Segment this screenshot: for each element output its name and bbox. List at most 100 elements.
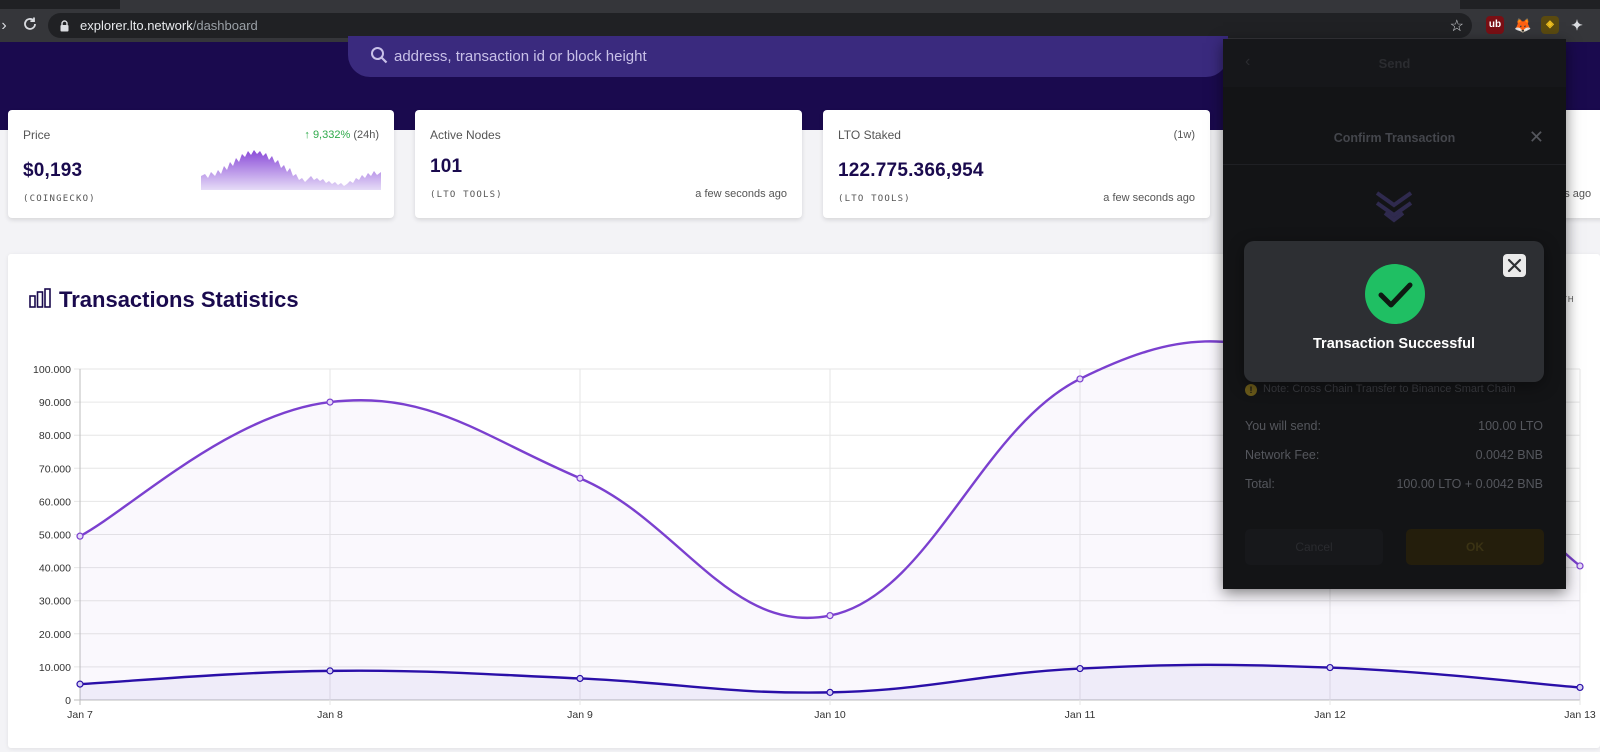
lto-staked-period: (1w)	[1173, 129, 1195, 141]
send-value: 100.00 LTO	[1478, 419, 1543, 433]
price-change-period: (24h)	[353, 129, 379, 141]
url-domain: explorer.lto.network	[80, 18, 193, 33]
price-value: $0,193	[23, 160, 83, 181]
wallet-divider	[1223, 164, 1566, 165]
wallet-send-title: Send	[1378, 56, 1411, 71]
data-point[interactable]	[576, 674, 584, 683]
price-change: ↑ 9,332% (24h)	[304, 129, 379, 141]
warning-icon: !	[1245, 384, 1257, 396]
url-path: /dashboard	[192, 18, 258, 33]
lto-logo-icon	[1373, 189, 1415, 228]
y-tick-label: 30.000	[39, 596, 71, 608]
total-label: Total:	[1245, 477, 1275, 491]
close-icon	[1507, 258, 1522, 273]
lto-staked-value: 122.775.366,954	[838, 160, 984, 181]
panel-side-label: TH	[1562, 295, 1575, 304]
browser-tab-strip	[0, 0, 1600, 9]
x-tick-label: Jan 13	[1564, 709, 1596, 721]
price-change-value: 9,332%	[312, 129, 351, 141]
extensions-puzzle-icon[interactable]: ✦	[1571, 17, 1583, 33]
data-point[interactable]	[576, 474, 584, 482]
data-point[interactable]	[326, 667, 334, 675]
y-tick-label: 90.000	[39, 397, 71, 409]
lto-staked-card: LTO Staked (1w) 122.775.366,954 (LTO TOO…	[823, 110, 1210, 218]
active-nodes-updated: a few seconds ago	[695, 188, 787, 200]
send-row: You will send: 100.00 LTO	[1245, 419, 1543, 433]
x-tick-label: Jan 8	[317, 709, 343, 721]
wallet-header: ‹ Send	[1223, 39, 1566, 87]
active-nodes-label: Active Nodes	[430, 128, 501, 142]
panel-title: Transactions Statistics	[59, 287, 299, 312]
cancel-button[interactable]: Cancel	[1245, 529, 1383, 565]
metamask-fox-icon[interactable]: 🦊	[1514, 17, 1532, 33]
lto-staked-updated: a few seconds ago	[1103, 192, 1195, 204]
confirm-close-icon[interactable]: ✕	[1528, 127, 1544, 147]
data-point[interactable]	[76, 680, 84, 688]
up-arrow-icon: ↑	[304, 129, 310, 141]
x-tick-label: Jan 12	[1314, 709, 1346, 721]
search-icon	[370, 46, 388, 69]
ublock-extension-icon[interactable]: ub	[1486, 16, 1504, 34]
success-dialog: Transaction Successful	[1244, 241, 1544, 382]
lock-icon	[60, 19, 69, 37]
data-point[interactable]	[1576, 562, 1584, 570]
lto-staked-label: LTO Staked	[838, 128, 901, 142]
y-tick-label: 100.000	[33, 364, 71, 376]
reload-icon[interactable]	[20, 16, 40, 36]
data-point[interactable]	[826, 688, 834, 696]
y-tick-label: 40.000	[39, 563, 71, 575]
price-sparkline	[201, 150, 381, 190]
data-point[interactable]	[1076, 375, 1084, 383]
fee-value: 0.0042 BNB	[1475, 448, 1543, 462]
cross-chain-note: ! Note: Cross Chain Transfer to Binance S…	[1245, 383, 1516, 396]
send-label: You will send:	[1245, 419, 1321, 433]
data-point[interactable]	[826, 611, 834, 620]
y-tick-label: 20.000	[39, 629, 71, 641]
total-row: Total: 100.00 LTO + 0.0042 BNB	[1245, 477, 1543, 491]
data-point[interactable]	[1076, 664, 1084, 673]
success-close-button[interactable]	[1503, 254, 1526, 277]
data-point[interactable]	[326, 398, 334, 406]
bookmark-star-icon[interactable]: ☆	[1449, 18, 1464, 35]
series-area	[80, 341, 1580, 700]
confirm-transaction-title: Confirm Transaction	[1333, 131, 1456, 145]
price-card: Price ↑ 9,332% (24h) $0,193 (COINGECKO)	[8, 110, 394, 218]
back-chevron-icon[interactable]: ‹	[1245, 53, 1251, 70]
y-tick-label: 0	[65, 695, 71, 707]
x-tick-label: Jan 10	[814, 709, 846, 721]
fee-row: Network Fee: 0.0042 BNB	[1245, 448, 1543, 462]
total-value: 100.00 LTO + 0.0042 BNB	[1396, 477, 1543, 491]
x-tick-label: Jan 7	[67, 709, 93, 721]
active-nodes-value: 101	[430, 156, 463, 177]
active-nodes-source: (LTO TOOLS)	[430, 190, 503, 200]
search-bar[interactable]	[348, 36, 1228, 77]
lto-staked-source: (LTO TOOLS)	[838, 194, 911, 204]
y-tick-label: 10.000	[39, 662, 71, 674]
cross-chain-note-text: Note: Cross Chain Transfer to Binance Sm…	[1263, 383, 1516, 395]
data-point[interactable]	[1326, 663, 1334, 672]
search-input[interactable]	[394, 36, 1174, 77]
address-bar[interactable]: explorer.lto.network/dashboard ☆	[48, 13, 1472, 38]
success-title: Transaction Successful	[1313, 336, 1475, 352]
chart-axis-labels: 0 10.000 20.000 30.000 40.000 50.000 60.000 70.…	[33, 364, 1596, 721]
url-text: explorer.lto.network/dashboard	[80, 18, 258, 33]
binance-wallet-extension-icon[interactable]: ◈	[1541, 16, 1559, 34]
data-point[interactable]	[1576, 683, 1584, 692]
chart-points	[76, 365, 1584, 696]
x-tick-label: Jan 11	[1065, 709, 1096, 721]
bar-chart-icon	[29, 288, 51, 313]
y-tick-label: 70.000	[39, 463, 71, 475]
price-source: (COINGECKO)	[23, 194, 96, 204]
back-arrow-icon[interactable]: ›	[1, 17, 7, 34]
active-nodes-card: Active Nodes 101 (LTO TOOLS) a few secon…	[415, 110, 802, 218]
price-label: Price	[23, 128, 51, 142]
data-point[interactable]	[76, 532, 84, 540]
x-tick-label: Jan 9	[567, 709, 593, 721]
y-tick-label: 60.000	[39, 496, 71, 508]
y-tick-label: 80.000	[39, 430, 71, 442]
fee-label: Network Fee:	[1245, 448, 1320, 462]
ok-button[interactable]: OK	[1406, 529, 1544, 565]
y-tick-label: 50.000	[39, 530, 71, 542]
browser-tab[interactable]	[120, 0, 1460, 9]
